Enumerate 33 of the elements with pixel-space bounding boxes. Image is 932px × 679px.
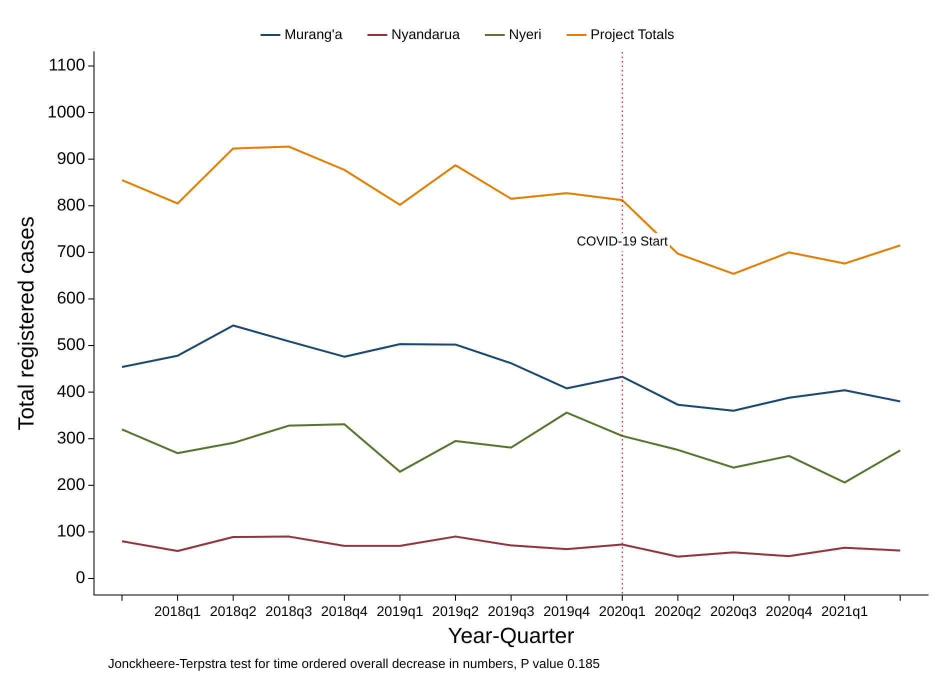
text: Jonckheere-Terpstra test for time ordered overall decrease in numbers, P value 0.185 xyxy=(108,656,600,671)
y-tick-label: 700 xyxy=(56,242,86,262)
y-tick-label: 800 xyxy=(56,195,86,214)
y-tick-label: 200 xyxy=(56,474,86,494)
x-tick-label: 2019q2 xyxy=(432,603,480,620)
legend-label: Nyandarua xyxy=(391,26,460,42)
y-tick-label: 0 xyxy=(76,568,86,588)
legend-label: Murang'a xyxy=(284,26,343,42)
legend-label: Project Totals xyxy=(590,26,674,42)
legend-label: Nyeri xyxy=(508,26,542,42)
y-axis-title: Total registered cases xyxy=(13,216,38,430)
x-tick-label: 2021q1 xyxy=(821,603,868,620)
x-tick-label: 2018q2 xyxy=(210,603,257,620)
y-tick-label: 900 xyxy=(56,148,86,168)
x-axis-title: Year-Quarter xyxy=(448,622,574,648)
x-tick-label: 2020q2 xyxy=(654,603,702,620)
x-tick-label: 2018q3 xyxy=(265,603,312,620)
x-tick-label: 2019q1 xyxy=(376,603,424,620)
x-tick-label: 2019q3 xyxy=(488,603,535,620)
y-tick-label: 100 xyxy=(56,522,86,541)
x-tick-label: 2018q4 xyxy=(320,603,368,620)
y-tick-label: 1100 xyxy=(48,56,86,75)
y-tick-label: 600 xyxy=(56,288,86,308)
y-tick-label: 500 xyxy=(56,335,86,354)
x-tick-label: 2018q1 xyxy=(154,603,202,620)
x-tick-label: 2020q3 xyxy=(710,603,758,620)
y-tick-label: 1000 xyxy=(47,102,86,122)
x-tick-label: 2020q1 xyxy=(598,603,646,620)
y-tick-label: 300 xyxy=(56,428,86,448)
x-tick-label: 2019q4 xyxy=(543,603,590,620)
x-tick-label: 2020q4 xyxy=(766,603,813,620)
ref-line-label: COVID-19 Start xyxy=(576,234,668,249)
y-tick-label: 400 xyxy=(56,382,86,401)
